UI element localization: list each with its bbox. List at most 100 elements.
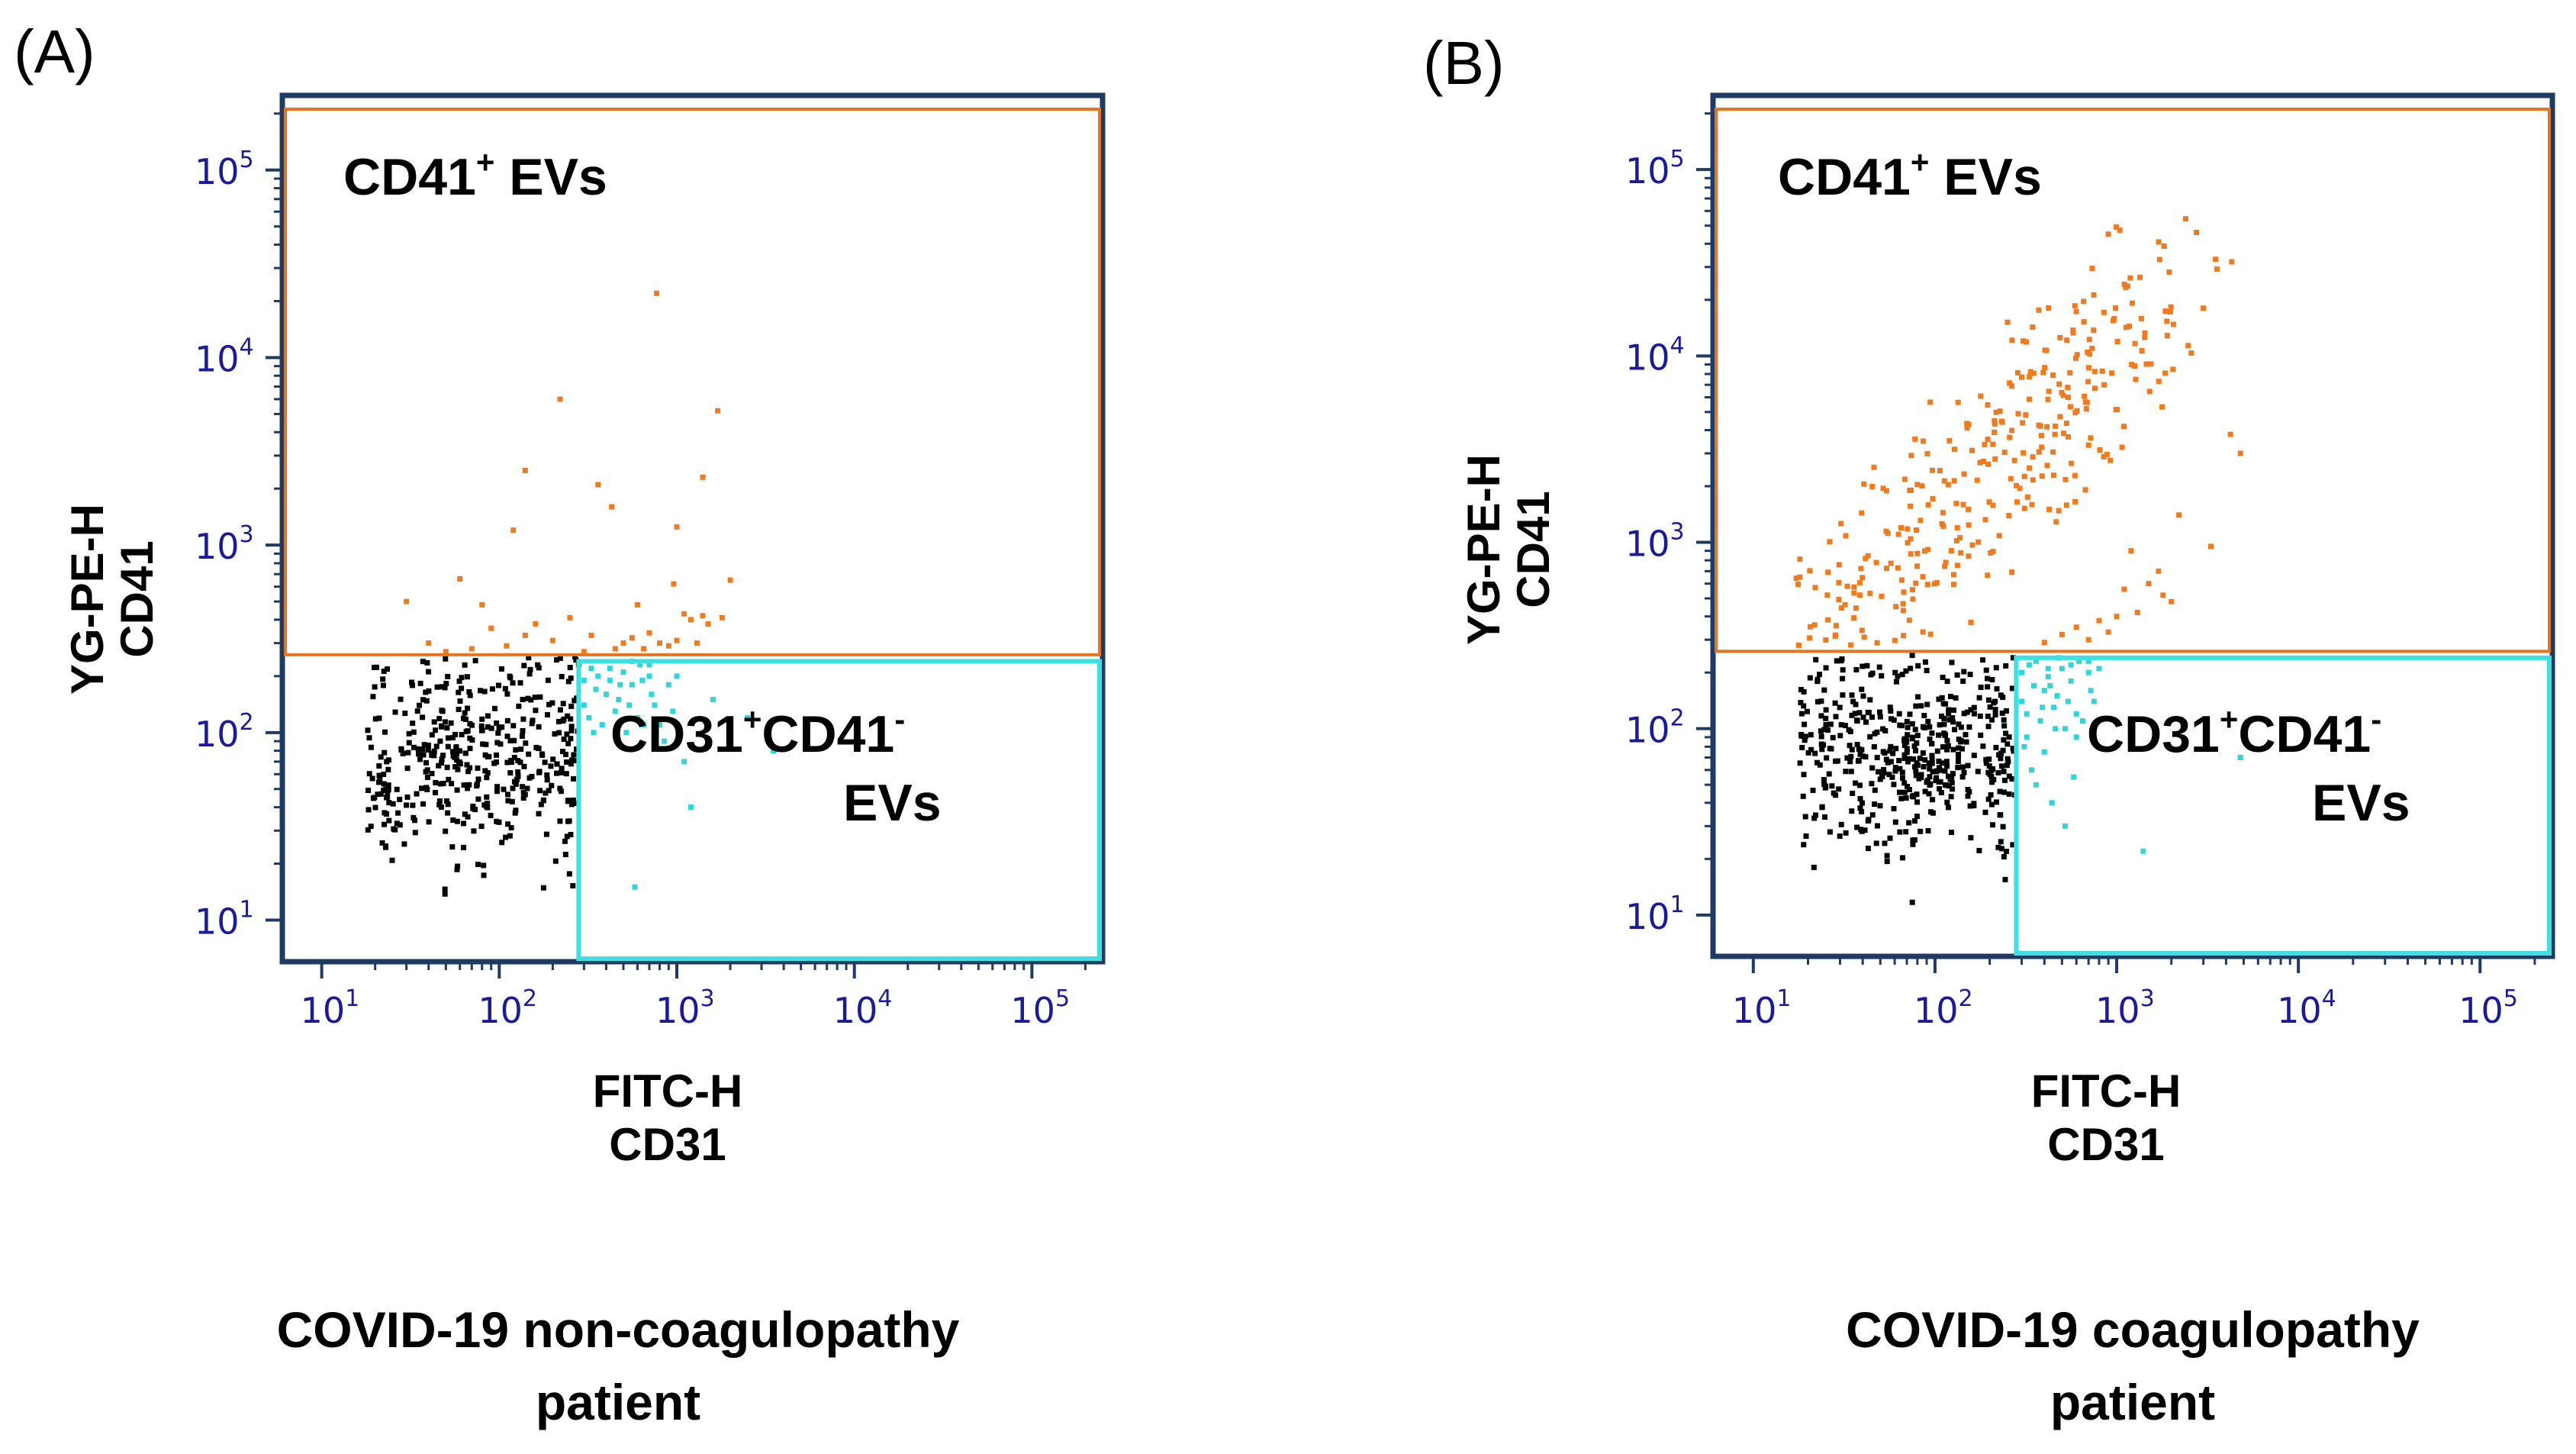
data-point [2064, 337, 2070, 343]
data-point [1978, 393, 1984, 399]
data-point [1892, 765, 1898, 771]
data-point [2208, 543, 2214, 550]
data-point [1922, 548, 1927, 554]
data-point [1905, 540, 1911, 546]
data-point [489, 686, 495, 692]
data-point [425, 742, 431, 748]
data-point [510, 527, 517, 534]
data-point [564, 759, 570, 765]
data-point [2164, 318, 2170, 324]
data-point [494, 720, 500, 726]
data-point [1961, 669, 1967, 675]
data-point [687, 804, 694, 811]
data-point [652, 702, 658, 708]
data-point [563, 751, 568, 757]
data-point [433, 779, 439, 785]
data-point [2004, 756, 2011, 762]
data-point [390, 801, 396, 807]
data-point [2062, 823, 2068, 829]
data-point [464, 762, 470, 768]
data-point [1811, 815, 1818, 821]
data-point [2037, 718, 2043, 724]
data-point [1922, 788, 1928, 795]
data-point [1998, 418, 2004, 424]
data-point [1949, 774, 1955, 780]
data-point [1860, 714, 1866, 721]
data-point [504, 717, 510, 724]
data-point [2051, 472, 2056, 479]
data-point [2029, 767, 2034, 773]
data-point [570, 883, 576, 888]
data-point [2076, 658, 2082, 664]
data-point [454, 787, 460, 793]
data-point [1827, 746, 1833, 752]
data-point [370, 795, 376, 801]
data-point [1862, 827, 1868, 833]
data-point [2030, 477, 2036, 483]
data-point [1967, 672, 1973, 678]
data-point [519, 733, 525, 739]
scatter-points [1793, 216, 2243, 905]
data-point [1830, 734, 1836, 740]
data-point [2091, 369, 2098, 375]
data-point [1807, 675, 1813, 681]
data-point [1936, 779, 1942, 785]
data-point [492, 705, 497, 711]
data-point [384, 795, 390, 801]
data-point [549, 637, 555, 643]
data-point [510, 723, 517, 729]
data-point [1966, 522, 1972, 528]
data-point [2059, 666, 2065, 672]
data-point [1813, 812, 1818, 818]
data-point [2121, 586, 2127, 592]
data-point [1944, 737, 1950, 743]
data-point [456, 748, 462, 754]
data-point [623, 730, 630, 736]
y-tick-label: 104 [195, 334, 254, 379]
data-point [1978, 732, 1984, 738]
data-point [394, 786, 400, 792]
data-point [1824, 592, 1831, 598]
data-point [2089, 345, 2095, 351]
data-point [525, 695, 531, 701]
data-point [1851, 615, 1857, 621]
data-point [436, 798, 443, 804]
data-point [537, 694, 543, 700]
data-point [1814, 676, 1821, 682]
x-tick-label: 102 [1914, 985, 1973, 1031]
data-point [1911, 756, 1917, 762]
data-point [1910, 837, 1916, 843]
data-point [2061, 430, 2066, 437]
data-point [1937, 468, 1943, 474]
data-point [1987, 772, 1993, 777]
data-point [2003, 708, 2009, 714]
data-point [2146, 581, 2152, 587]
data-point [1813, 656, 1819, 663]
data-point [2019, 669, 2024, 675]
data-point [2113, 224, 2119, 230]
data-point [1971, 704, 1977, 711]
data-point [1958, 550, 1964, 556]
data-point [1871, 743, 1877, 750]
data-point [536, 724, 542, 730]
data-point [1838, 722, 1844, 728]
data-point [1803, 833, 1809, 839]
data-point [2088, 435, 2094, 441]
data-point [1833, 758, 1839, 764]
data-point [2062, 726, 2068, 732]
data-point [556, 730, 562, 736]
data-point [1823, 707, 1829, 713]
data-point [1966, 421, 1972, 427]
data-point [382, 810, 388, 816]
data-point [2029, 501, 2035, 508]
data-point [482, 768, 488, 774]
data-point [1977, 459, 1983, 466]
data-point [2041, 640, 2047, 646]
data-point [1891, 717, 1897, 723]
data-point [609, 504, 615, 510]
data-point [2134, 610, 2140, 615]
data-point [1901, 476, 1908, 482]
gate-label-cd41: CD41+ EVs [343, 144, 607, 206]
data-point [612, 646, 618, 652]
data-point [1942, 563, 1948, 569]
